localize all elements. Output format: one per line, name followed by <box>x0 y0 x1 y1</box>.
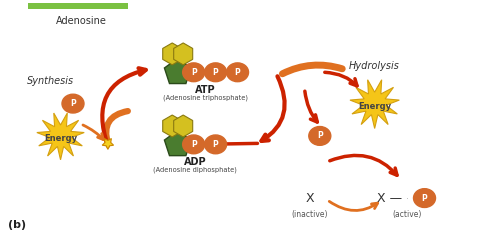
Text: Energy: Energy <box>44 134 77 143</box>
Text: P: P <box>212 68 218 77</box>
Text: (b): (b) <box>8 220 26 231</box>
Polygon shape <box>37 113 84 160</box>
Text: Energy: Energy <box>358 102 391 111</box>
Text: ADP: ADP <box>184 157 206 167</box>
Text: P: P <box>317 131 322 140</box>
Text: X —: X — <box>377 192 402 205</box>
Ellipse shape <box>204 135 227 154</box>
Bar <box>28 3 128 9</box>
Text: P: P <box>191 68 196 77</box>
Text: (Adenosine triphosphate): (Adenosine triphosphate) <box>162 94 248 101</box>
Ellipse shape <box>226 63 248 82</box>
Text: (inactive): (inactive) <box>292 210 328 219</box>
Ellipse shape <box>414 189 436 207</box>
Ellipse shape <box>62 94 84 113</box>
Text: Hydrolysis: Hydrolysis <box>349 61 400 71</box>
Polygon shape <box>174 115 193 137</box>
Text: Adenosine: Adenosine <box>56 15 106 26</box>
Text: P: P <box>234 68 240 77</box>
Text: P: P <box>212 140 218 149</box>
Text: ATP: ATP <box>195 85 216 95</box>
Polygon shape <box>162 115 182 137</box>
Polygon shape <box>350 80 400 128</box>
Text: P: P <box>422 194 428 202</box>
Polygon shape <box>162 43 182 65</box>
Ellipse shape <box>309 126 331 145</box>
Ellipse shape <box>204 63 227 82</box>
Text: P: P <box>406 198 408 199</box>
Ellipse shape <box>182 63 204 82</box>
Text: (active): (active) <box>392 210 422 219</box>
Polygon shape <box>102 138 114 149</box>
Ellipse shape <box>182 135 204 154</box>
Polygon shape <box>164 130 191 156</box>
Text: P: P <box>191 140 196 149</box>
Polygon shape <box>164 58 191 84</box>
Text: (Adenosine diphosphate): (Adenosine diphosphate) <box>153 166 237 173</box>
Polygon shape <box>174 43 193 65</box>
Text: Synthesis: Synthesis <box>27 76 74 86</box>
Text: P: P <box>70 99 76 108</box>
Text: X: X <box>306 192 314 205</box>
